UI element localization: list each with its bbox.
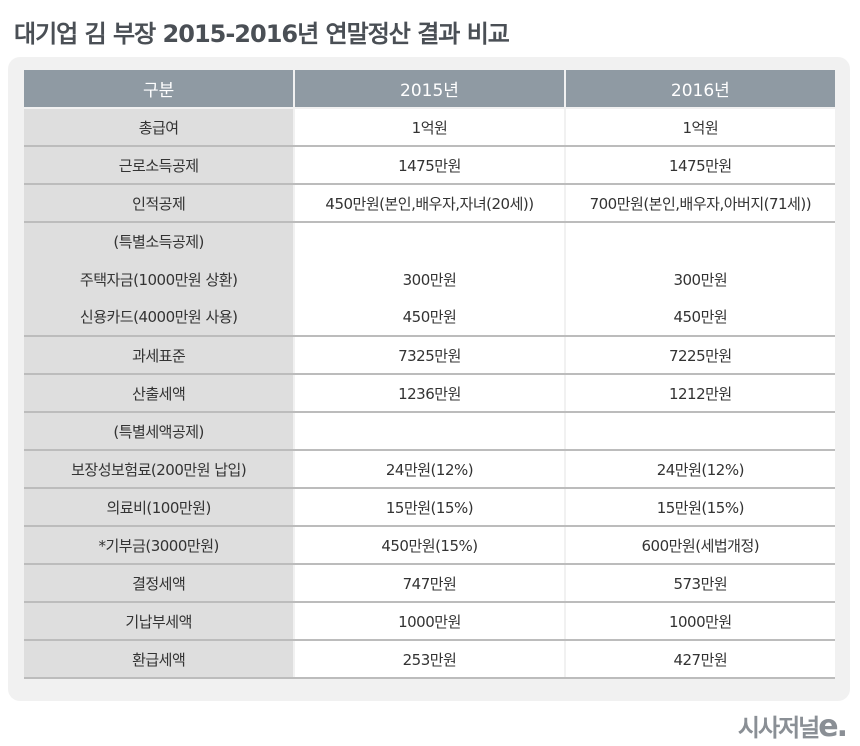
value-2016: 7225만원 (564, 336, 835, 375)
value-2015: 450만원(본인,배우자,자녀(20세)) (294, 184, 566, 223)
row-label: *기부금(3000만원) (24, 526, 296, 565)
row-label: 인적공제 (24, 184, 296, 223)
table-row: 보장성보험료(200만원 납입) 24만원(12%) 24만원(12%) (24, 450, 835, 489)
value-2016: 427만원 (564, 640, 835, 679)
table-row: 환급세액 253만원 427만원 (24, 640, 835, 679)
value-2016: 300만원 (564, 260, 835, 298)
row-label: 산출세액 (24, 374, 296, 413)
table-row: 근로소득공제 1475만원 1475만원 (24, 146, 835, 185)
value-2016: 600만원(세법개정) (564, 526, 835, 565)
row-label: (특별세액공제) (24, 412, 296, 451)
header-2016: 2016년 (564, 70, 835, 108)
value-2015: 7325만원 (294, 336, 566, 375)
row-label: 과세표준 (24, 336, 296, 375)
row-label: (특별소득공제) (24, 222, 296, 260)
value-2016 (564, 222, 835, 260)
value-2015: 1236만원 (294, 374, 566, 413)
table-row: 기납부세액 1000만원 1000만원 (24, 602, 835, 641)
row-label: 주택자금(1000만원 상환) (24, 260, 296, 298)
value-2016: 15만원(15%) (564, 488, 835, 527)
table-row: 신용카드(4000만원 사용) 450만원 450만원 (24, 298, 835, 337)
value-2016: 24만원(12%) (564, 450, 835, 489)
row-label: 보장성보험료(200만원 납입) (24, 450, 296, 489)
header-2015: 2015년 (294, 70, 566, 108)
page-title: 대기업 김 부장 2015-2016년 연말정산 결과 비교 (14, 20, 510, 48)
comparison-table: 구분 2015년 2016년 총급여 1억원 1억원 근로소득공제 1475만원 1475… (24, 70, 835, 679)
value-2015: 1000만원 (294, 602, 566, 641)
table-row: 인적공제 450만원(본인,배우자,자녀(20세)) 700만원(본인,배우자,아버… (24, 184, 835, 223)
value-2015 (294, 412, 566, 451)
value-2015: 253만원 (294, 640, 566, 679)
table-row: 과세표준 7325만원 7225만원 (24, 336, 835, 375)
table-row: 주택자금(1000만원 상환) 300만원 300만원 (24, 260, 835, 298)
value-2015: 15만원(15%) (294, 488, 566, 527)
row-label: 총급여 (24, 107, 296, 147)
value-2016: 573만원 (564, 564, 835, 603)
value-2015: 450만원(15%) (294, 526, 566, 565)
value-2016: 1212만원 (564, 374, 835, 413)
value-2016: 450만원 (564, 298, 835, 337)
value-2015: 450만원 (294, 298, 566, 337)
value-2016: 1000만원 (564, 602, 835, 641)
value-2015: 24만원(12%) (294, 450, 566, 489)
value-2016: 1475만원 (564, 146, 835, 185)
value-2016: 700만원(본인,배우자,아버지(71세)) (564, 184, 835, 223)
row-label: 신용카드(4000만원 사용) (24, 298, 296, 337)
table-row: *기부금(3000만원) 450만원(15%) 600만원(세법개정) (24, 526, 835, 565)
row-label: 근로소득공제 (24, 146, 296, 185)
row-label: 기납부세액 (24, 602, 296, 641)
table-row: (특별세액공제) (24, 412, 835, 451)
table-row: 산출세액 1236만원 1212만원 (24, 374, 835, 413)
table-row: (특별소득공제) (24, 222, 835, 260)
value-2015: 300만원 (294, 260, 566, 298)
logo-text: 시사저널 (737, 714, 820, 742)
value-2015 (294, 222, 566, 260)
table-row: 총급여 1억원 1억원 (24, 107, 835, 147)
row-label: 환급세액 (24, 640, 296, 679)
table-row: 결정세액 747만원 573만원 (24, 564, 835, 603)
table-header: 구분 2015년 2016년 (24, 70, 835, 108)
value-2015: 1475만원 (294, 146, 566, 185)
value-2015: 747만원 (294, 564, 566, 603)
row-label: 결정세액 (24, 564, 296, 603)
logo-mark: e. (818, 709, 848, 744)
row-label: 의료비(100만원) (24, 488, 296, 527)
table-row: 의료비(100만원) 15만원(15%) 15만원(15%) (24, 488, 835, 527)
value-2015: 1억원 (294, 107, 566, 147)
value-2016 (564, 412, 835, 451)
publisher-logo: 시사저널e. (737, 708, 848, 744)
header-category: 구분 (24, 70, 296, 108)
value-2016: 1억원 (564, 107, 835, 147)
